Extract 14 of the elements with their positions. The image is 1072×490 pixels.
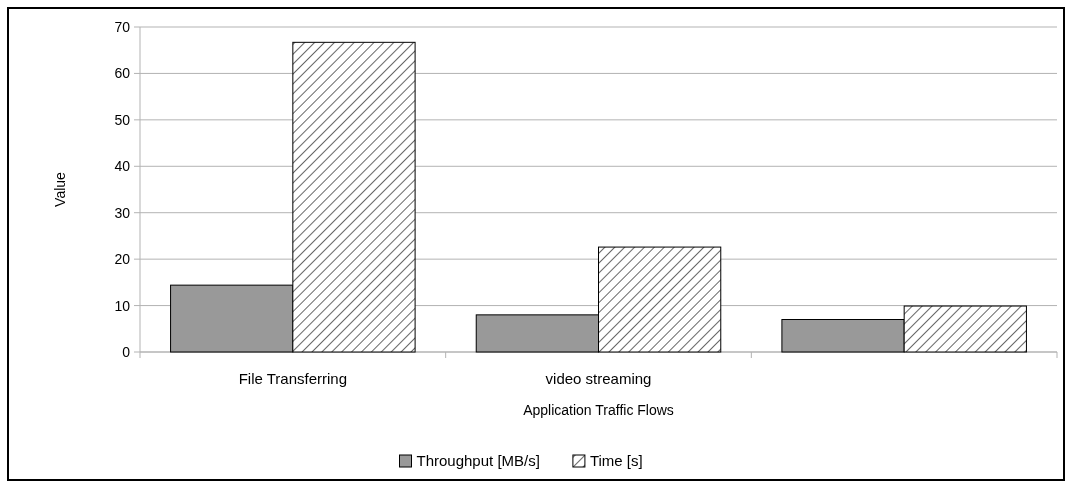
x-tick-label: File Transferring: [238, 370, 348, 387]
x-axis-title: Application Traffic Flows: [523, 402, 674, 418]
y-tick-label: 60: [114, 65, 131, 82]
legend-label: Throughput [MB/s]: [416, 452, 540, 469]
y-tick-label: 70: [114, 19, 131, 35]
y-tick-label: 20: [114, 251, 131, 268]
y-axis-title: Value: [52, 171, 68, 207]
y-tick-label: 50: [114, 111, 131, 128]
legend-label: Time [s]: [589, 452, 643, 469]
y-tick-label: 10: [114, 297, 131, 314]
y-tick-label: 40: [114, 158, 131, 175]
y-tick-label: 0: [122, 344, 131, 360]
x-tick-label: video streaming: [545, 370, 652, 387]
y-tick-label: 30: [114, 204, 131, 221]
